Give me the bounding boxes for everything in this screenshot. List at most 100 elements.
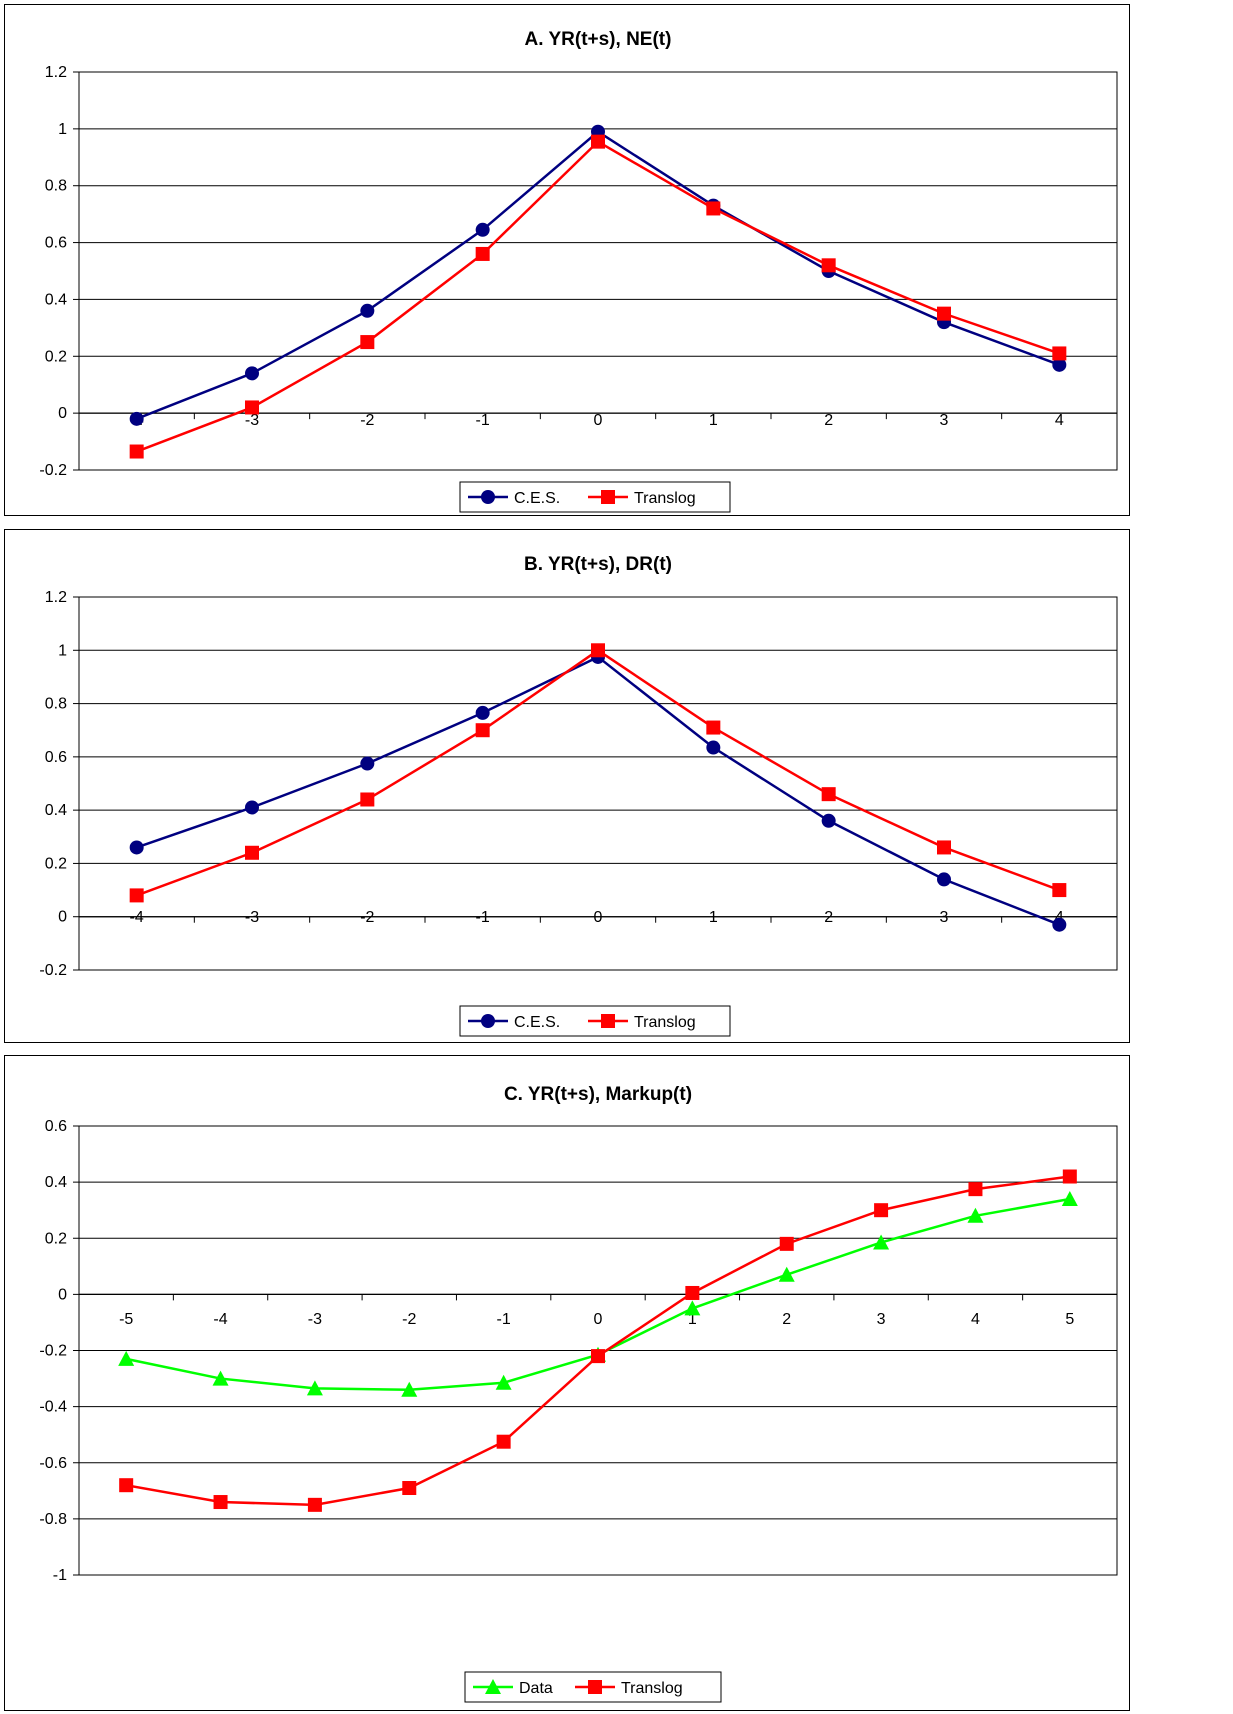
data-point	[307, 1497, 322, 1512]
x-tick-label: 0	[594, 412, 603, 429]
x-tick-label: 2	[824, 412, 833, 429]
data-point	[937, 840, 951, 855]
x-tick-label: 0	[594, 909, 603, 926]
y-tick-label: 0.6	[45, 1118, 67, 1135]
chart-b: B. YR(t+s), DR(t) 1.2 1 0.8 0.6 0.4 0.2 0 -0.2 -4…	[39, 554, 1118, 1037]
data-point	[706, 720, 721, 735]
x-tick-label: 3	[940, 412, 949, 429]
data-point	[129, 411, 144, 426]
data-point	[360, 335, 375, 350]
x-tick-label: 5	[1065, 1311, 1074, 1328]
y-tick-label: 1	[58, 642, 67, 659]
series-line	[136, 648, 1060, 897]
data-point	[873, 1234, 890, 1250]
data-point	[245, 366, 259, 381]
y-tick-label: 0.4	[45, 802, 67, 819]
legend: Data Translog	[464, 1671, 722, 1703]
data-point	[706, 740, 721, 755]
y-tick-label: 0	[58, 1286, 67, 1303]
y-tick-label: 0.8	[45, 178, 67, 195]
data-point	[118, 1350, 135, 1366]
chart-title: B. YR(t+s), DR(t)	[524, 554, 672, 575]
x-tick-label: -2	[402, 1311, 416, 1328]
x-tick-label: 2	[782, 1311, 791, 1328]
chart-panel-c: C. YR(t+s), Markup(t) 0.6 0.4 0.2 0 -0.2 -0.4 -…	[4, 1055, 1130, 1711]
data-point	[129, 888, 144, 903]
data-point	[401, 1381, 418, 1397]
y-tick-label: 0	[58, 405, 67, 422]
chart-panel-b: B. YR(t+s), DR(t) 1.2 1 0.8 0.6 0.4 0.2 0 -0.2 -4…	[4, 529, 1130, 1043]
data-point	[475, 705, 490, 720]
y-tick-label: 0.8	[45, 696, 67, 713]
y-tick-label: 0	[58, 909, 67, 926]
series-translog	[129, 643, 1067, 903]
legend-label: Translog	[634, 1014, 696, 1031]
data-point	[129, 444, 144, 459]
x-tick-label: -3	[245, 412, 259, 429]
x-tick-label: 3	[940, 909, 949, 926]
data-point	[1052, 917, 1067, 932]
legend-marker	[481, 490, 495, 504]
data-point	[213, 1495, 228, 1510]
data-point	[119, 1478, 134, 1493]
legend-label: Data	[519, 1680, 553, 1697]
x-tick-label: -4	[213, 1311, 227, 1328]
data-point	[475, 246, 490, 261]
series-line	[136, 140, 1060, 453]
y-tick-label: 0.4	[45, 291, 67, 308]
data-point	[937, 306, 951, 321]
data-point	[778, 1266, 795, 1282]
y-tick-label: 0.4	[45, 1174, 67, 1191]
legend-label: C.E.S.	[514, 1014, 560, 1031]
data-point	[967, 1207, 984, 1223]
legend-marker	[601, 1014, 615, 1028]
data-point	[1062, 1169, 1077, 1184]
legend: C.E.S. Translog	[459, 1005, 731, 1037]
chart-title: A. YR(t+s), NE(t)	[525, 29, 672, 50]
data-point	[245, 400, 259, 415]
x-tick-label: 4	[971, 1311, 980, 1328]
series-c-e-s-	[129, 124, 1067, 426]
y-tick-label: 1.2	[45, 64, 67, 81]
data-point	[937, 872, 951, 887]
data-point	[495, 1374, 512, 1390]
y-tick-label: -1	[53, 1567, 67, 1584]
data-point	[591, 134, 605, 149]
x-tick-label: -2	[360, 909, 374, 926]
data-point	[685, 1285, 700, 1300]
legend-marker	[588, 1680, 602, 1694]
data-point	[245, 845, 259, 860]
data-point	[821, 813, 836, 828]
data-point	[1061, 1190, 1078, 1206]
data-point	[1052, 346, 1067, 361]
plot-area	[78, 1125, 1118, 1576]
data-point	[360, 303, 375, 318]
series-line	[125, 1175, 1070, 1507]
data-point	[591, 1349, 605, 1364]
x-tick-label: -2	[360, 412, 374, 429]
chart-a: A. YR(t+s), NE(t)1.210.80.60.40.20-0.2-4…	[39, 29, 1118, 513]
legend-marker	[601, 490, 615, 504]
data-point	[591, 643, 605, 658]
data-point	[874, 1203, 889, 1218]
data-point	[779, 1236, 794, 1251]
series-line	[136, 130, 1060, 420]
data-point	[129, 840, 144, 855]
y-tick-label: -0.2	[39, 962, 67, 979]
data-point	[1052, 883, 1067, 898]
data-point	[212, 1370, 229, 1386]
y-tick-label: 1	[58, 121, 67, 138]
x-tick-label: 1	[688, 1311, 697, 1328]
data-point	[360, 792, 375, 807]
data-point	[360, 756, 375, 771]
data-point	[496, 1434, 511, 1449]
x-tick-label: 4	[1055, 909, 1064, 926]
series-translog	[129, 134, 1067, 459]
y-tick-label: 0.2	[45, 855, 67, 872]
y-tick-label: 0.2	[45, 348, 67, 365]
legend-label: C.E.S.	[514, 490, 560, 507]
y-tick-label: -0.2	[39, 462, 67, 479]
x-tick-label: 2	[824, 909, 833, 926]
data-point	[968, 1182, 983, 1197]
x-tick-label: -3	[245, 909, 259, 926]
